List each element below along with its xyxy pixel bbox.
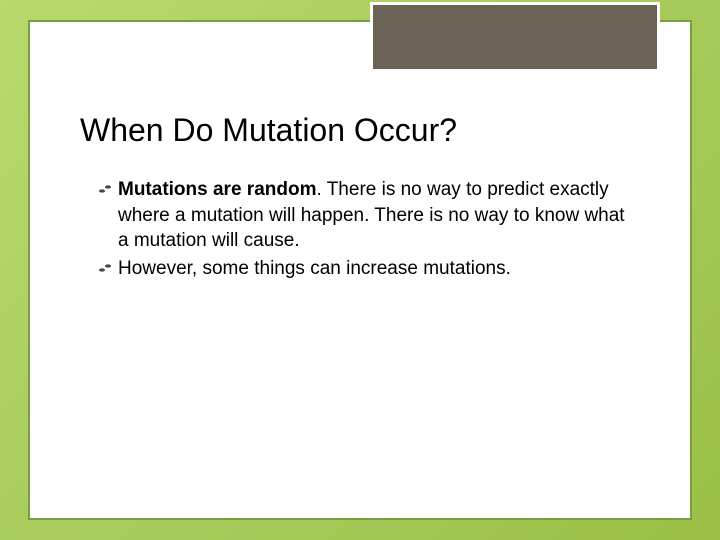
bullet-item: Mutations are random. There is no way to… (98, 177, 640, 254)
bullet-bold-lead: Mutations are random (118, 179, 316, 200)
header-decor-box (370, 2, 660, 72)
bullet-list: Mutations are random. There is no way to… (80, 177, 640, 282)
slide-title: When Do Mutation Occur? (80, 112, 640, 149)
bullet-item: However, some things can increase mutati… (98, 256, 640, 282)
slide-frame: When Do Mutation Occur? Mutations are ra… (28, 20, 692, 520)
bullet-text: However, some things can increase mutati… (118, 258, 511, 279)
